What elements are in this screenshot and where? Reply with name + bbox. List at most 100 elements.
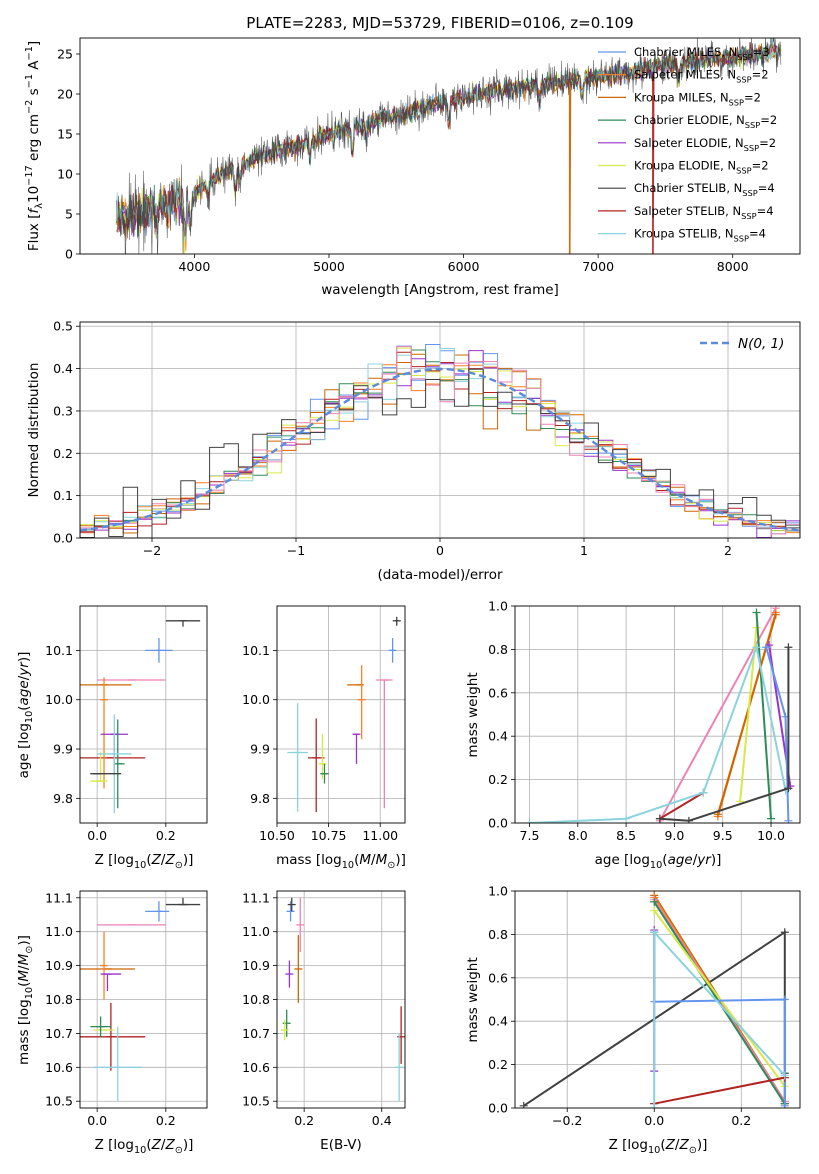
error-point	[307, 718, 325, 813]
x-tick-label: 4000	[178, 259, 210, 274]
weight-marker	[684, 816, 693, 823]
x-tick-label: 8000	[717, 259, 749, 274]
x-tick-label: 9.5	[713, 828, 733, 843]
weight-line	[653, 909, 786, 1087]
y-tick-label: 10.9	[45, 958, 73, 973]
weight-marker	[655, 814, 664, 823]
plot-area-mass-vs-ebv	[280, 897, 405, 1102]
error-point	[97, 714, 132, 814]
y-tick-label: 10.1	[242, 643, 270, 658]
x-tick-label: 5000	[313, 259, 345, 274]
histogram-series	[80, 368, 800, 538]
legend-item: Chabrier MILES, NSSP=3	[598, 45, 770, 62]
legend: Chabrier MILES, NSSP=3 Salpeter MILES, NS…	[598, 45, 777, 244]
y-tick-label: 9.8	[250, 791, 270, 806]
legend-label: Salpeter STELIB, NSSP=4	[634, 204, 774, 221]
y-tick-label: 10.6	[242, 1060, 270, 1075]
spectrum-series	[116, 38, 782, 254]
error-point	[100, 677, 109, 789]
legend-item: Salpeter STELIB, NSSP=4	[598, 204, 774, 221]
x-tick-label: 10.75	[311, 828, 347, 843]
error-point	[287, 703, 308, 812]
legend-label: Chabrier ELODIE, NSSP=2	[634, 113, 777, 130]
axes-frame	[79, 890, 208, 1109]
weight-marker	[699, 788, 708, 797]
axes-frame	[79, 37, 801, 255]
y-tick-label: 0.4	[488, 729, 508, 744]
weight-marker	[762, 643, 771, 652]
x-axis-label: age [log10(age/yr)]	[595, 852, 722, 871]
x-tick-label: 1	[580, 543, 588, 558]
error-point	[93, 1026, 142, 1102]
chart-title: PLATE=2283, MJD=53729, FIBERID=0106, z=0…	[246, 14, 633, 32]
weight-series	[650, 928, 789, 1108]
weight-line	[659, 647, 790, 822]
x-tick-label: 7000	[582, 259, 614, 274]
y-tick-label: 0.3	[53, 403, 73, 418]
error-point	[392, 616, 401, 626]
legend-item: Chabrier ELODIE, NSSP=2	[598, 113, 777, 130]
y-tick-label: 10.5	[242, 1094, 270, 1109]
error-point	[90, 1016, 111, 1037]
weight-marker	[622, 814, 631, 823]
x-tick-label: −2	[143, 543, 161, 558]
legend-label: Kroupa MILES, NSSP=2	[634, 90, 761, 107]
y-tick-label: 9.9	[250, 742, 270, 757]
y-axis-label: mass weight	[465, 672, 481, 757]
weight-series	[655, 643, 793, 823]
y-tick-label: 9.8	[53, 791, 73, 806]
normal-curve	[80, 367, 800, 532]
x-axis-label: E(B-V)	[320, 1137, 362, 1153]
weight-line	[659, 791, 704, 820]
error-point	[165, 897, 201, 906]
error-point	[352, 733, 361, 764]
weight-marker	[650, 928, 659, 937]
y-tick-label: 0.2	[488, 1057, 508, 1072]
x-tick-label: 0.2	[156, 1113, 176, 1128]
weight-series	[525, 643, 790, 823]
y-tick-label: 25	[57, 47, 73, 62]
y-tick-label: 10.6	[45, 1060, 73, 1075]
weight-marker	[784, 643, 793, 652]
weight-marker	[525, 819, 534, 823]
y-tick-label: 10.0	[242, 692, 270, 707]
weight-marker	[780, 1101, 789, 1108]
y-tick-label: 10	[57, 167, 73, 182]
y-tick-label: 11.0	[45, 924, 73, 939]
x-axis-label: mass [log10(M/M⊙)]	[276, 852, 406, 871]
x-tick-label: 0	[436, 543, 444, 558]
x-tick-label: 11.00	[362, 828, 398, 843]
error-point	[145, 638, 173, 663]
legend-label: Salpeter MILES, NSSP=2	[634, 68, 769, 85]
error-point	[145, 901, 170, 922]
legend-label: Chabrier MILES, NSSP=3	[634, 45, 770, 62]
y-tick-label: 10.8	[242, 992, 270, 1007]
axes-frame	[514, 890, 801, 1109]
axes-residuals: −2 −1 0 1 2 0.0 0.1 0.2 0.3 0.4 0.5	[53, 319, 801, 558]
legend-item: Salpeter ELODIE, NSSP=2	[598, 136, 776, 153]
y-axis-label: Flux [fλ10−17 erg cm−2 s−1 A−1]	[24, 41, 45, 251]
error-point	[113, 719, 125, 809]
y-axis-label: Normed distribution	[26, 363, 42, 498]
axes-frame	[276, 890, 406, 1109]
axes-mass-weight-vs-age: 7.5 8.0 8.5 9.0 9.5 10.0 0.0 0.2 0.4 0.6 0.8 1.0	[488, 599, 801, 843]
axes-frame	[276, 605, 406, 824]
x-tick-label: 8.5	[616, 828, 636, 843]
y-tick-label: 0	[65, 247, 73, 262]
y-tick-label: 11.1	[242, 890, 270, 905]
y-tick-label: 15	[57, 127, 73, 142]
axes-mass-weight-vs-Z: −0.2 0.0 0.2 0.0 0.2 0.4 0.6 0.8 1.0	[488, 884, 801, 1128]
weight-marker	[780, 928, 789, 937]
legend-label: Chabrier STELIB, NSSP=4	[634, 181, 775, 198]
y-tick-label: 5	[65, 207, 73, 222]
y-tick-label: 1.0	[488, 884, 508, 899]
y-tick-label: 0.0	[53, 531, 73, 546]
legend-label: N(0, 1)	[738, 336, 784, 352]
y-axis-label: mass [log10(M/M⊙)]	[16, 935, 35, 1065]
x-tick-label: 8.0	[568, 828, 588, 843]
y-tick-label: 0.1	[53, 488, 73, 503]
y-axis-label: mass weight	[465, 957, 481, 1042]
error-point	[280, 1019, 289, 1041]
axes-frame	[79, 605, 208, 824]
y-tick-label: 0.0	[488, 1101, 508, 1116]
